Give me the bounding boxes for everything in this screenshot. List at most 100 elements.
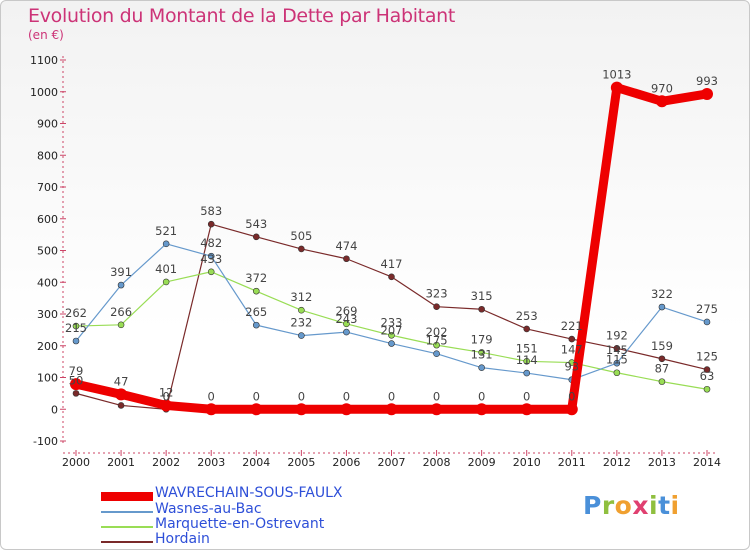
data-label-hordain: 221 <box>561 319 583 333</box>
data-point-wasnes-au-bac <box>72 337 80 345</box>
axes: -100010020030040050060070080090010001100… <box>30 54 721 469</box>
data-point-wavrechain-sous-faulx <box>565 403 578 416</box>
y-tick-label: 700 <box>37 181 58 194</box>
data-label-wasnes-au-bac: 275 <box>696 302 718 316</box>
data-label-wavrechain-sous-faulx: 0 <box>343 389 350 403</box>
legend-label-hordain: Hordain <box>155 531 210 547</box>
y-tick-label: 100 <box>37 372 58 385</box>
data-point-wasnes-au-bac <box>613 359 621 367</box>
data-label-marquette-en-ostrevant: 266 <box>110 305 132 319</box>
data-point-hordain <box>658 355 666 363</box>
logo-letter: o <box>614 491 633 520</box>
data-point-marquette-en-ostrevant <box>207 268 215 276</box>
data-label-marquette-en-ostrevant: 269 <box>335 304 357 318</box>
x-tick-label: 2012 <box>603 456 631 469</box>
x-tick-label: 2014 <box>693 456 721 469</box>
data-label-wasnes-au-bac: 145 <box>606 343 628 357</box>
data-point-wavrechain-sous-faulx <box>475 403 488 416</box>
data-point-hordain <box>613 344 621 352</box>
legend-swatch-wasnes <box>101 511 153 513</box>
data-label-marquette-en-ostrevant: 179 <box>471 332 493 346</box>
data-point-wasnes-au-bac <box>207 252 215 260</box>
data-point-wasnes-au-bac <box>478 364 485 371</box>
legend-swatch-wavrechain <box>101 492 153 501</box>
x-tick-label: 2010 <box>513 456 541 469</box>
legend-swatch-marquette <box>101 526 153 528</box>
logo-letter: t <box>658 491 671 520</box>
data-point-marquette-en-ostrevant <box>117 321 125 329</box>
data-point-wavrechain-sous-faulx <box>340 403 353 416</box>
data-label-hordain: 543 <box>245 217 267 231</box>
data-label-marquette-en-ostrevant: 147 <box>561 343 583 357</box>
data-label-hordain: 474 <box>335 239 357 253</box>
data-point-wasnes-au-bac <box>252 321 260 329</box>
data-label-wavrechain-sous-faulx: 0 <box>433 389 440 403</box>
x-tick-label: 2004 <box>242 456 270 469</box>
data-label-hordain: 0 <box>162 389 169 403</box>
data-label-hordain: 505 <box>290 229 312 243</box>
logo-letter: x <box>632 491 649 520</box>
data-label-wavrechain-sous-faulx: 0 <box>568 389 575 403</box>
data-label-marquette-en-ostrevant: 202 <box>426 325 448 339</box>
data-label-marquette-en-ostrevant: 433 <box>200 252 222 266</box>
y-tick-label: 0 <box>51 403 58 416</box>
data-label-wavrechain-sous-faulx: 0 <box>298 389 305 403</box>
data-point-marquette-en-ostrevant <box>523 358 531 365</box>
data-point-marquette-en-ostrevant <box>343 320 350 328</box>
x-tick-label: 2000 <box>62 456 90 469</box>
data-label-marquette-en-ostrevant: 233 <box>381 315 403 329</box>
data-label-wavrechain-sous-faulx: 0 <box>208 389 215 403</box>
data-point-marquette-en-ostrevant <box>252 287 260 295</box>
x-tick-label: 2011 <box>558 456 586 469</box>
series-layer <box>70 81 713 416</box>
data-label-wavrechain-sous-faulx: 47 <box>114 374 129 388</box>
data-point-hordain <box>72 390 80 397</box>
data-point-hordain <box>343 255 350 263</box>
data-point-hordain <box>117 402 125 409</box>
data-label-hordain: 125 <box>696 350 718 364</box>
data-point-wasnes-au-bac <box>117 281 125 289</box>
data-label-wasnes-au-bac: 131 <box>471 348 493 362</box>
data-label-hordain: 417 <box>381 257 403 271</box>
data-label-marquette-en-ostrevant: 372 <box>245 271 267 285</box>
data-label-wasnes-au-bac: 207 <box>381 324 403 338</box>
legend-label-marquette: Marquette-en-Ostrevant <box>155 516 325 532</box>
data-label-hordain: 159 <box>651 339 673 353</box>
data-point-marquette-en-ostrevant <box>658 378 666 385</box>
data-label-marquette-en-ostrevant: 115 <box>606 353 628 367</box>
data-point-wasnes-au-bac <box>388 340 395 347</box>
y-tick-label: 600 <box>37 213 58 226</box>
data-point-wasnes-au-bac <box>658 303 666 311</box>
data-point-wasnes-au-bac <box>523 369 531 377</box>
y-tick-label: 500 <box>37 245 58 258</box>
x-tick-label: 2009 <box>468 456 496 469</box>
data-label-wasnes-au-bac: 521 <box>155 224 177 238</box>
data-label-wavrechain-sous-faulx: 79 <box>69 364 84 378</box>
legend-label-wavrechain: WAVRECHAIN-SOUS-FAULX <box>155 485 343 501</box>
data-label-marquette-en-ostrevant: 87 <box>655 362 670 376</box>
x-tick-label: 2002 <box>152 456 180 469</box>
data-point-wavrechain-sous-faulx <box>295 403 308 416</box>
logo-letter: P <box>583 491 602 520</box>
data-label-wasnes-au-bac: 482 <box>200 236 222 250</box>
data-label-wavrechain-sous-faulx: 993 <box>696 74 718 88</box>
data-label-hordain: 50 <box>69 373 84 387</box>
data-point-wasnes-au-bac <box>162 240 170 248</box>
data-label-wavrechain-sous-faulx: 1013 <box>602 68 631 82</box>
data-point-wavrechain-sous-faulx <box>250 403 263 416</box>
data-point-wavrechain-sous-faulx <box>701 87 713 100</box>
data-label-wasnes-au-bac: 215 <box>65 321 87 335</box>
data-point-hordain <box>207 220 215 228</box>
data-point-marquette-en-ostrevant <box>433 341 440 349</box>
data-point-wasnes-au-bac <box>343 328 350 336</box>
data-label-marquette-en-ostrevant: 63 <box>700 369 715 383</box>
logo-letter: i <box>649 491 659 520</box>
y-tick-label: 800 <box>37 149 58 162</box>
data-point-marquette-en-ostrevant <box>388 331 395 339</box>
data-point-wasnes-au-bac <box>298 332 305 339</box>
x-tick-label: 2005 <box>287 456 315 469</box>
data-point-hordain <box>523 325 531 333</box>
data-point-wavrechain-sous-faulx <box>430 403 443 416</box>
data-label-wasnes-au-bac: 243 <box>335 312 357 326</box>
